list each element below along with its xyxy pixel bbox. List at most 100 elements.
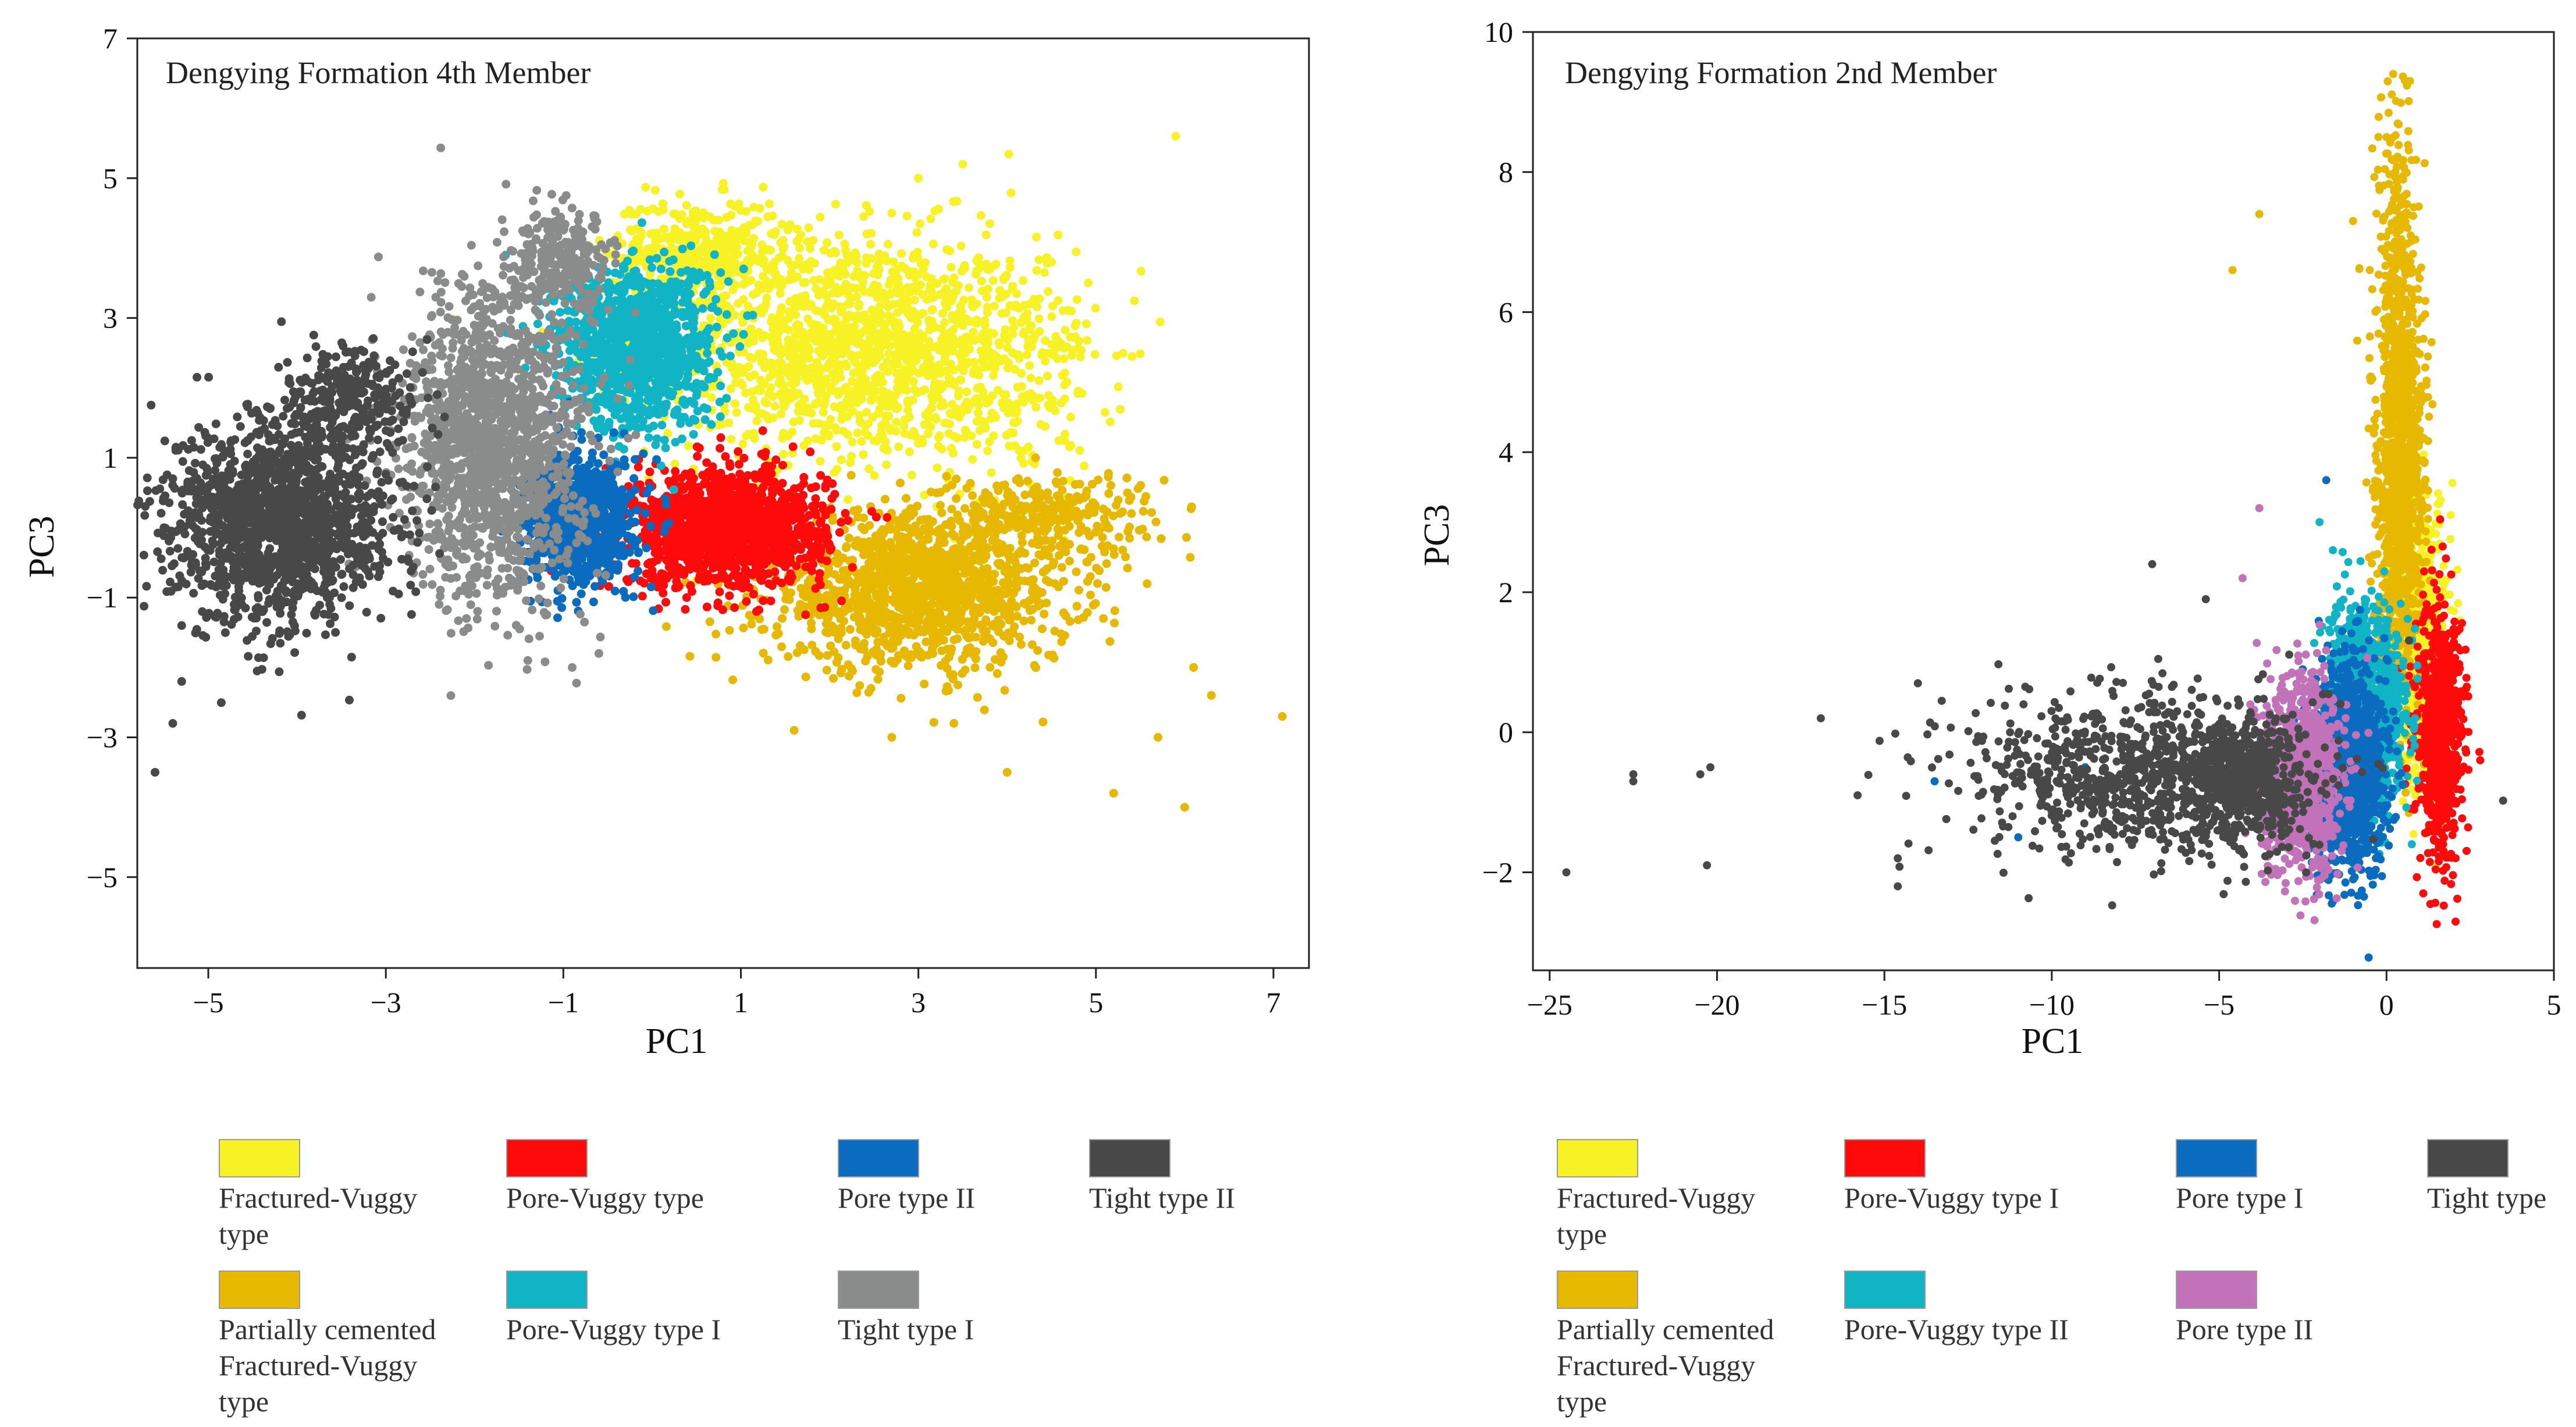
scatter-point (1118, 507, 1127, 517)
scatter-point (899, 294, 908, 303)
scatter-point (962, 387, 972, 396)
scatter-point (1084, 278, 1093, 287)
scatter-point (1044, 287, 1053, 296)
scatter-point (811, 510, 820, 519)
scatter-point (831, 200, 840, 209)
scatter-point (937, 588, 947, 597)
scatter-point (743, 255, 752, 265)
scatter-point (849, 506, 859, 515)
scatter-point (777, 392, 787, 401)
scatter-point (734, 447, 743, 456)
scatter-point (838, 303, 847, 312)
scatter-point (862, 229, 871, 239)
scatter-point (1038, 514, 1047, 524)
scatter-point (963, 405, 972, 414)
scatter-point (977, 276, 986, 286)
scatter-point (1004, 497, 1013, 506)
scatter-point (820, 421, 829, 430)
scatter-point (981, 615, 991, 624)
scatter-point (979, 392, 988, 401)
scatter-point (875, 667, 884, 677)
scatter-point (1022, 350, 1031, 360)
scatter-point (855, 417, 864, 426)
scatter-point (820, 245, 828, 255)
scatter-point (742, 431, 751, 440)
scatter-point (1038, 717, 1048, 727)
scatter-point (892, 617, 902, 627)
scatter-point (920, 347, 930, 355)
scatter-point (1036, 393, 1045, 403)
scatter-point (864, 544, 874, 553)
scatter-point (947, 644, 956, 653)
scatter-point (681, 605, 690, 614)
scatter-point (901, 615, 910, 624)
scatter-point (972, 315, 981, 325)
scatter-point (882, 460, 891, 469)
scatter-point (862, 318, 871, 326)
scatter-point (1207, 691, 1216, 700)
scatter-point (1008, 282, 1017, 291)
scatter-point (856, 337, 865, 347)
scatter-point (965, 283, 974, 293)
scatter-point (860, 428, 870, 437)
scatter-point (642, 245, 652, 254)
scatter-point (648, 533, 657, 542)
scatter-point (898, 567, 907, 577)
scatter-point (837, 596, 846, 606)
scatter-point (1007, 596, 1016, 606)
scatter-point (892, 339, 901, 348)
scatter-point (1109, 544, 1118, 553)
scatter-point (982, 293, 991, 302)
scatter-point (1031, 453, 1040, 462)
scatter-point (1054, 230, 1063, 240)
scatter-point (969, 501, 979, 510)
scatter-point (1113, 382, 1123, 392)
scatter-point (866, 396, 876, 405)
scatter-point (1019, 276, 1028, 285)
scatter-point (917, 653, 926, 662)
scatter-point (905, 630, 914, 639)
scatter-point (1180, 803, 1189, 812)
scatter-point (709, 513, 718, 522)
scatter-point (884, 300, 893, 309)
scatter-point (926, 422, 934, 431)
scatter-point (949, 719, 959, 728)
scatter-point (791, 514, 800, 523)
scatter-point (1095, 566, 1104, 575)
scatter-point (899, 421, 909, 430)
left-scatter-points (133, 131, 1287, 812)
scatter-point (685, 652, 695, 661)
scatter-point (888, 543, 897, 553)
scatter-point (844, 660, 853, 670)
scatter-point (887, 733, 896, 742)
scatter-point (759, 183, 768, 192)
scatter-point (990, 364, 999, 373)
scatter-point (1048, 561, 1058, 570)
scatter-point (684, 442, 693, 451)
scatter-point (844, 323, 853, 332)
scatter-point (1072, 492, 1081, 501)
scatter-point (1047, 258, 1056, 266)
scatter-point (1099, 614, 1108, 623)
scatter-point (861, 657, 870, 666)
scatter-point (1025, 300, 1034, 309)
scatter-point (879, 391, 888, 400)
scatter-point (670, 460, 679, 468)
scatter-point (830, 628, 839, 637)
scatter-point (1066, 440, 1076, 450)
scatter-point (916, 219, 925, 229)
scatter-point (660, 546, 669, 556)
scatter-point (814, 346, 823, 355)
scatter-point (875, 302, 884, 311)
scatter-point (734, 250, 743, 259)
scatter-point (659, 199, 667, 208)
scatter-point (847, 451, 856, 461)
scatter-point (1020, 549, 1030, 558)
scatter-point (1278, 712, 1287, 721)
scatter-point (969, 604, 979, 614)
scatter-point (736, 206, 745, 215)
scatter-point (715, 587, 724, 596)
scatter-point (970, 395, 980, 404)
scatter-point (887, 208, 896, 218)
